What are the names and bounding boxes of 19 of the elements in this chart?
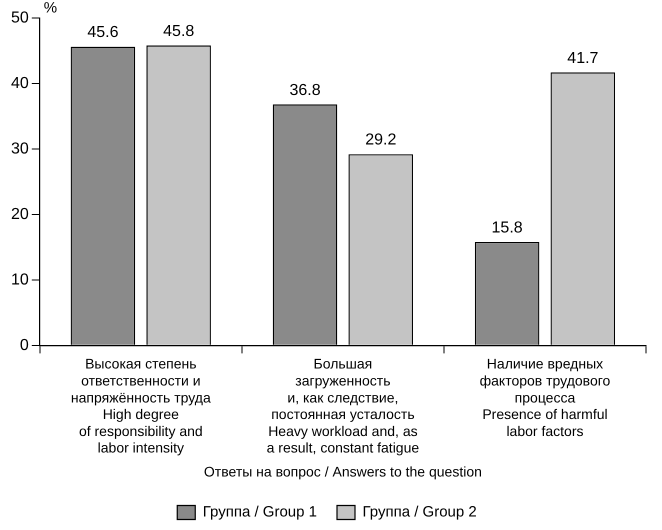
- y-tick-label: 20: [11, 206, 29, 223]
- x-tick-label: Наличие вредных факторов трудового процесса Presence of harmful labor factors: [480, 356, 611, 439]
- data-label: 29.2: [365, 132, 396, 149]
- y-tick-label: 10: [11, 271, 29, 288]
- data-label: 36.8: [289, 82, 321, 99]
- legend-label: Группа / Group 2: [362, 504, 477, 521]
- x-tick-label: Большая загруженность и, как следствие, постоянная усталость Heavy workload and, as a result, constant fatigue: [266, 356, 420, 456]
- legend-label: Группа / Group 1: [202, 504, 318, 521]
- x-tick-label: Высокая степень ответственности и напряжённость труда High degree of responsibility and labor intensity: [70, 356, 211, 456]
- data-label: 45.6: [87, 24, 119, 42]
- data-label: 15.8: [492, 219, 523, 236]
- y-tick-label: 50: [11, 9, 29, 26]
- data-label: 41.7: [567, 50, 599, 67]
- x-axis-title: Ответы на вопрос / Answers to the question: [204, 463, 482, 480]
- data-label: 45.8: [163, 22, 194, 40]
- y-tick-label: 30: [11, 140, 29, 158]
- y-tick-label: 0: [20, 336, 29, 354]
- y-tick-label: 40: [11, 74, 29, 92]
- y-axis-title: %: [44, 0, 58, 17]
